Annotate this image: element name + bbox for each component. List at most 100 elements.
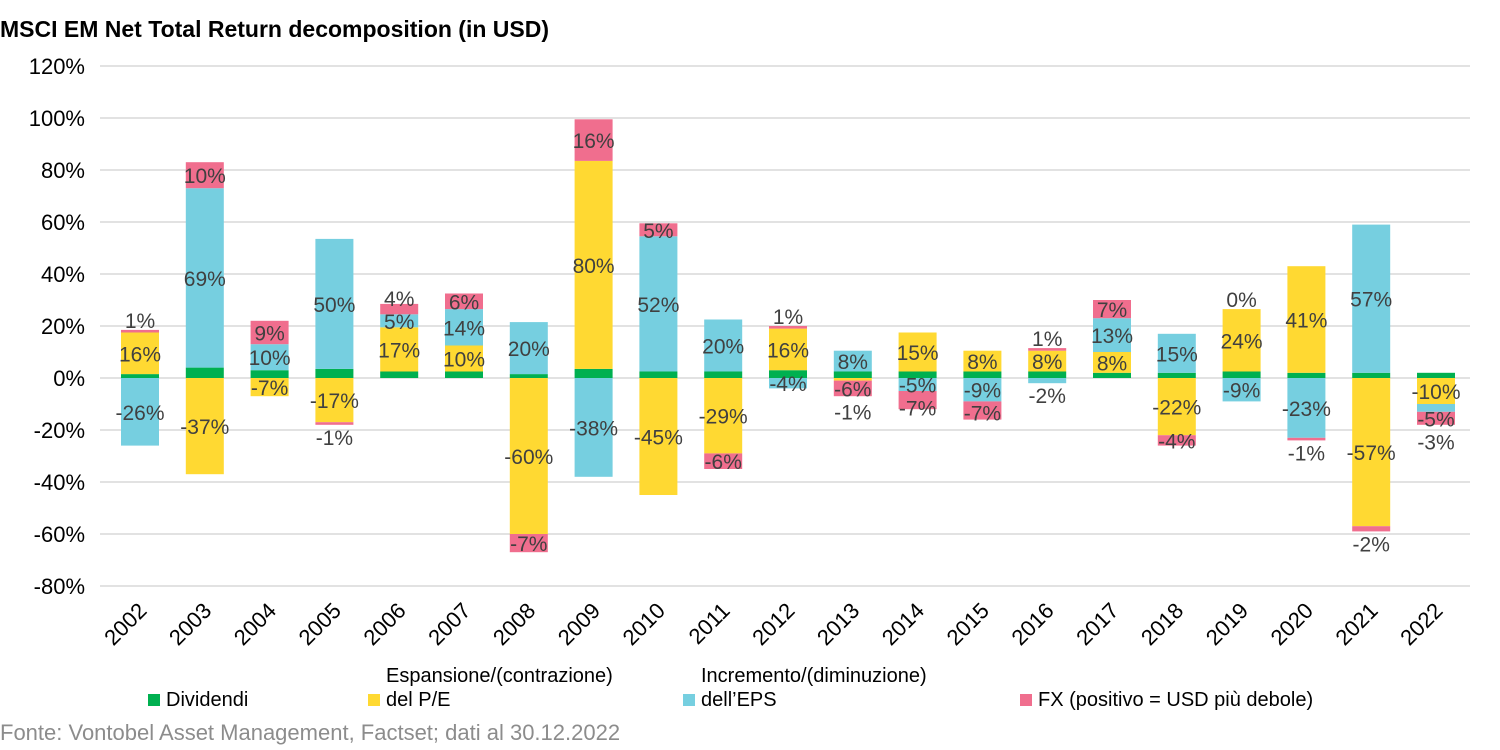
data-label: 8%	[1032, 351, 1062, 374]
chart-title: MSCI EM Net Total Return decomposition (…	[0, 16, 550, 42]
x-tick-label: 2005	[294, 598, 346, 650]
data-label: -26%	[115, 402, 164, 425]
bar-segment	[769, 326, 807, 329]
x-tick-label: 2021	[1330, 598, 1382, 650]
bar-segment	[1417, 411, 1455, 425]
data-label: -4%	[769, 373, 806, 396]
bar-segment	[574, 378, 613, 477]
bar-segment	[1093, 318, 1131, 352]
bar-segment	[445, 309, 483, 346]
bar-segment	[380, 371, 419, 378]
data-label: 16%	[767, 339, 809, 362]
bar-segment	[121, 374, 159, 378]
bar-segment	[1222, 371, 1261, 378]
y-tick-label: 20%	[41, 314, 85, 339]
data-label: 15%	[1156, 343, 1198, 366]
bar-segment	[1157, 372, 1196, 378]
bar-segment	[704, 378, 743, 454]
bar-segment	[574, 160, 613, 369]
bar-segment	[704, 371, 743, 378]
bar-segment	[898, 378, 937, 391]
bar-segment	[185, 378, 224, 475]
data-label: -4%	[1158, 430, 1195, 453]
data-label: 20%	[508, 338, 550, 361]
legend-swatch	[148, 694, 160, 706]
bar-segment	[1287, 372, 1326, 378]
data-label: 1%	[125, 310, 155, 333]
data-label: 8%	[1097, 352, 1127, 375]
data-label: 8%	[967, 351, 997, 374]
bar-segment	[769, 370, 807, 378]
bar-segment	[833, 350, 872, 372]
y-tick-label: -60%	[34, 522, 85, 547]
data-label: 41%	[1285, 310, 1327, 333]
y-tick-label: 120%	[29, 54, 85, 79]
bar-segment	[1028, 348, 1067, 351]
bar-segment	[639, 223, 678, 237]
data-label: 20%	[702, 336, 744, 359]
bar-segment	[1287, 266, 1326, 373]
x-tick-label: 2011	[684, 598, 735, 649]
bar-segment	[1352, 526, 1391, 532]
bar-segment	[380, 327, 419, 372]
data-label: -6%	[705, 451, 742, 474]
x-tick-label: 2009	[553, 598, 605, 650]
legend-label: Incremento/(diminuzione) dell’EPS	[701, 665, 927, 711]
bar-segment	[509, 534, 548, 553]
data-label: -2%	[1029, 385, 1066, 408]
bar-segment	[963, 371, 1002, 378]
bar-segment	[380, 314, 419, 328]
bar-segment	[121, 378, 159, 446]
bar-segment	[1157, 435, 1196, 446]
bar-segment	[1157, 378, 1196, 436]
data-label: 8%	[838, 351, 868, 374]
bar-segment	[509, 378, 548, 534]
x-tick-label: 2003	[164, 598, 216, 650]
data-label: 14%	[443, 317, 485, 340]
bar-segment	[185, 162, 224, 189]
bar-segment	[1352, 372, 1391, 378]
y-tick-label: 100%	[29, 106, 85, 131]
data-label: -29%	[699, 406, 748, 429]
bar-segment	[509, 374, 548, 378]
bar-segment	[1417, 372, 1455, 378]
data-label: 17%	[378, 339, 420, 362]
bar-segment	[185, 367, 224, 378]
bar-segment	[250, 370, 289, 378]
data-label: -57%	[1347, 442, 1396, 465]
bar-segment	[898, 391, 937, 410]
data-label: -6%	[834, 378, 871, 401]
bar-segment	[704, 453, 743, 469]
data-label: 5%	[643, 220, 673, 243]
bar-segment	[1093, 300, 1131, 319]
data-label: -17%	[310, 390, 359, 413]
bar-segment	[250, 378, 289, 397]
bar-segment	[963, 401, 1002, 420]
bar-segment	[121, 329, 159, 333]
data-label: -5%	[899, 375, 936, 398]
legend-label: Espansione/(contrazione) del P/E	[386, 665, 613, 711]
data-label: 0%	[1226, 289, 1256, 312]
data-label: 24%	[1221, 330, 1263, 353]
bar-segment	[445, 345, 483, 372]
bar-segment	[315, 368, 354, 378]
data-label: 6%	[449, 291, 479, 314]
x-tick-label: 2020	[1266, 598, 1318, 650]
data-label: -60%	[504, 446, 553, 469]
legend-label: Dividendi	[166, 689, 249, 711]
data-label: -38%	[569, 417, 618, 440]
data-label: 9%	[254, 323, 284, 346]
x-tick-label: 2007	[423, 598, 475, 650]
data-label: 80%	[573, 255, 615, 278]
bar-segment	[380, 303, 419, 315]
data-label: -7%	[899, 398, 936, 421]
legend-swatch	[1020, 694, 1032, 706]
y-tick-label: 80%	[41, 158, 85, 183]
bar-segment	[963, 378, 1002, 402]
bar-segment	[250, 344, 289, 371]
bar-segment	[1287, 437, 1326, 441]
legend-swatch	[368, 694, 380, 706]
data-label: -9%	[1223, 380, 1260, 403]
x-tick-label: 2004	[229, 598, 281, 650]
